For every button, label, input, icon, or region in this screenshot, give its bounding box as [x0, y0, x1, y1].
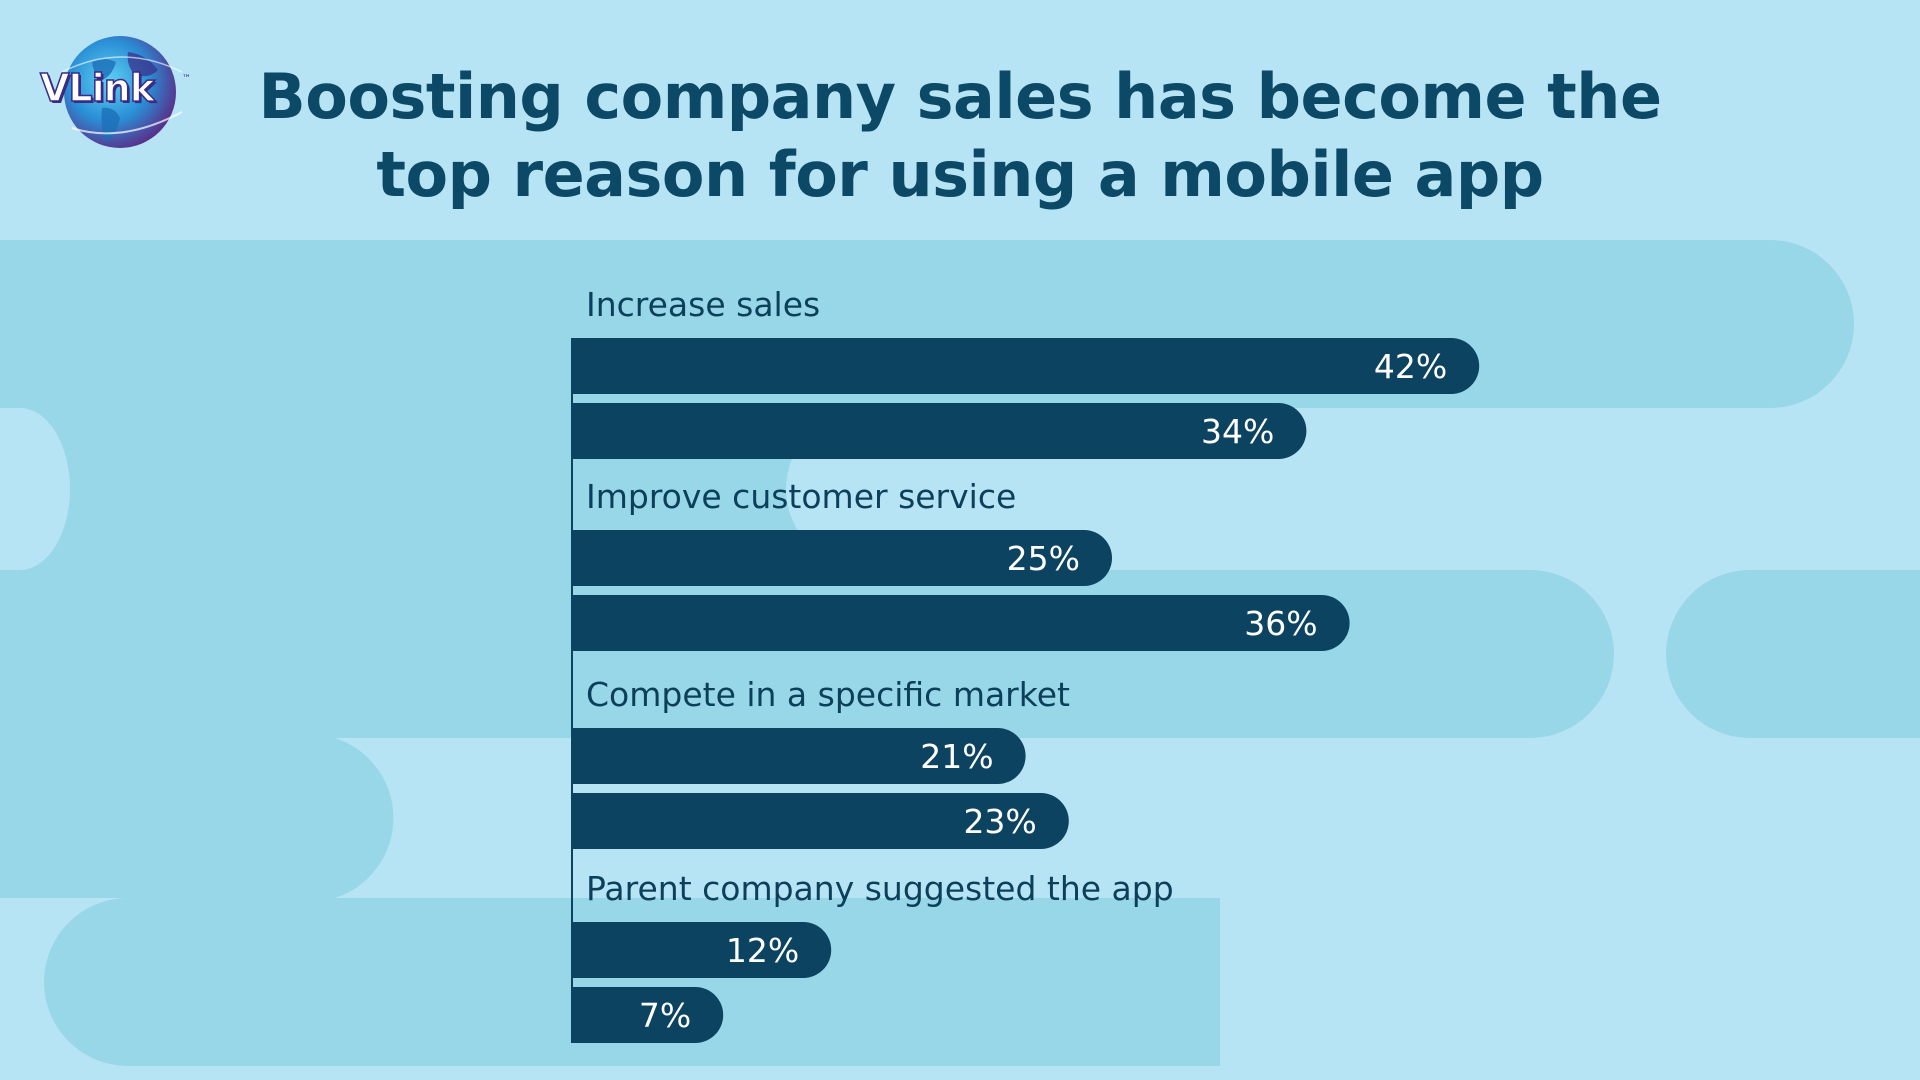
globe-icon: [61, 36, 183, 148]
bar: [572, 530, 1112, 586]
logo-trademark: ™: [182, 74, 191, 84]
bg-band-right: [1666, 570, 1920, 738]
category-label: Parent company suggested the app: [586, 869, 1174, 908]
logo-wordmark: VLink: [39, 65, 155, 111]
bar-value-label: 21%: [920, 737, 993, 776]
vlink-logo: VLink ™: [32, 32, 202, 152]
page-title: Boosting company sales has become the to…: [220, 58, 1700, 214]
bar-value-label: 12%: [726, 931, 799, 970]
bar-value-label: 25%: [1007, 539, 1080, 578]
category-label: Increase sales: [586, 285, 820, 324]
bar: [572, 793, 1069, 849]
bar: [572, 987, 724, 1043]
bg-band-lower-mid-light: [1220, 738, 1920, 1080]
category-label: Improve customer service: [586, 477, 1016, 516]
bar-value-label: 36%: [1244, 604, 1317, 643]
bar-value-label: 7%: [639, 996, 691, 1035]
bar: [572, 403, 1307, 459]
bg-band-bottom: [44, 898, 1316, 1066]
bar: [572, 922, 832, 978]
category-label: Compete in a specific market: [586, 675, 1070, 714]
bar: [572, 595, 1350, 651]
bar-value-label: 42%: [1374, 347, 1447, 386]
bar: [572, 728, 1026, 784]
title-line-1: Boosting company sales has become the: [258, 60, 1663, 133]
bg-band-lower-mid-light-2: [1132, 737, 1220, 898]
title-line-2: top reason for using a mobile app: [376, 138, 1544, 211]
bg-band-middle-bump: [0, 408, 70, 570]
bar-value-label: 23%: [963, 802, 1036, 841]
bar: [572, 338, 1480, 394]
bg-band-lower-left: [0, 738, 394, 898]
bar-value-label: 34%: [1201, 412, 1274, 451]
